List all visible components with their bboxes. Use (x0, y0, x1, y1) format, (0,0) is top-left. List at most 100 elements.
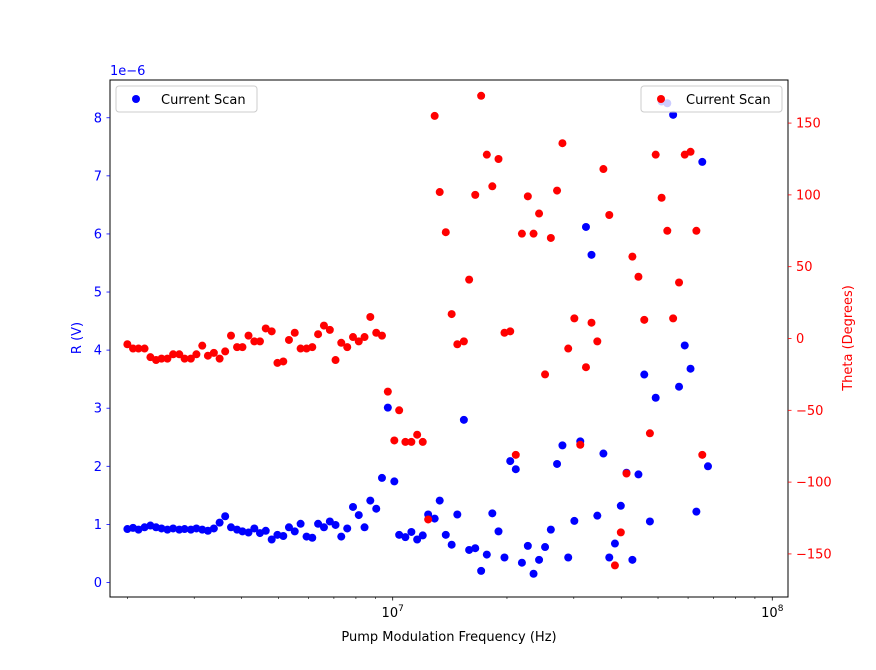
r-data-point (517, 558, 526, 567)
r-data-point (488, 509, 497, 518)
theta-data-point (511, 450, 520, 459)
r-data-point (634, 470, 643, 479)
r-data-point (616, 501, 625, 510)
r-data-point (628, 555, 637, 564)
r-data-point (541, 543, 550, 552)
r-data-point (651, 393, 660, 402)
left-axis-ticks: 0 1 2 3 4 5 6 7 8 (94, 111, 110, 591)
legend-right-label: Current Scan (686, 93, 771, 108)
theta-data-point (553, 186, 562, 195)
r-data-point (284, 523, 293, 532)
r-data-point (383, 403, 392, 412)
theta-data-point (494, 154, 503, 163)
theta-data-point (157, 354, 166, 363)
left-axis-label: R (V) (70, 322, 85, 354)
right-tick-label: 50 (796, 260, 813, 275)
r-data-point (465, 545, 474, 554)
r-data-point (157, 524, 166, 533)
r-data-point (407, 527, 416, 536)
r-data-point (570, 516, 579, 525)
theta-data-point (331, 356, 340, 365)
theta-data-point (198, 341, 207, 350)
theta-data-point (645, 429, 654, 438)
left-axis-offset-multiplier: 1e−6 (110, 64, 145, 79)
theta-data-point (290, 328, 299, 337)
r-data-point (599, 449, 608, 458)
r-data-point (645, 517, 654, 526)
legend-right-box (640, 85, 783, 113)
theta-data-point (267, 327, 276, 336)
right-tick-label: −150 (796, 547, 832, 562)
r-data-point (215, 518, 224, 527)
theta-data-point (308, 343, 317, 352)
r-data-point (558, 441, 567, 450)
r-data-point (319, 523, 328, 532)
r-data-point (209, 524, 218, 533)
theta-data-point (284, 335, 293, 344)
r-data-point (169, 524, 178, 533)
r-data-point (640, 370, 649, 379)
theta-data-point (628, 252, 637, 261)
theta-data-point (261, 324, 270, 333)
r-data-point (308, 533, 317, 542)
theta-data-point (354, 337, 363, 346)
right-axis-label: Theta (Degrees) (841, 285, 856, 392)
theta-data-point (657, 193, 666, 202)
x-tick-label: 108 (761, 604, 784, 621)
x-axis-ticks: 107 108 (127, 597, 784, 621)
theta-data-point (163, 354, 172, 363)
theta-data-point (587, 318, 596, 327)
r-data-point (703, 462, 712, 471)
theta-data-point (477, 91, 486, 100)
theta-data-point (407, 437, 416, 446)
r-data-point (587, 250, 596, 259)
theta-data-point (123, 340, 132, 349)
theta-data-point (506, 327, 515, 336)
r-data-point (343, 524, 352, 533)
theta-data-point (570, 314, 579, 323)
r-data-point (418, 531, 427, 540)
theta-data-point (471, 190, 480, 199)
right-tick-label: 100 (796, 188, 821, 203)
r-data-point (506, 457, 515, 466)
theta-data-point (441, 228, 450, 237)
theta-data-point (669, 314, 678, 323)
theta-data-point (325, 325, 334, 334)
left-tick-label: 8 (94, 111, 102, 126)
r-data-point (669, 110, 678, 119)
theta-data-point (250, 337, 259, 346)
theta-data-point (453, 340, 462, 349)
r-data-point (546, 525, 555, 534)
r-data-point (221, 512, 230, 521)
left-tick-label: 3 (94, 402, 102, 417)
r-data-point (453, 510, 462, 519)
theta-data-point (343, 343, 352, 352)
theta-data-point (279, 357, 288, 366)
r-data-point (441, 530, 450, 539)
r-data-point (349, 502, 357, 511)
theta-data-point (129, 344, 138, 353)
theta-data-point (558, 139, 567, 148)
r-data-point (134, 525, 143, 534)
theta-data-point (383, 387, 392, 396)
theta-data-point (238, 343, 247, 352)
r-data-point (250, 524, 259, 533)
r-data-point (511, 465, 520, 474)
left-tick-label: 6 (94, 227, 102, 242)
theta-data-point (366, 312, 375, 321)
theta-data-point (435, 188, 444, 197)
theta-series (123, 91, 707, 570)
left-tick-label: 7 (94, 169, 102, 184)
theta-data-point (215, 354, 224, 363)
theta-data-point (640, 315, 649, 324)
theta-data-point (564, 344, 573, 353)
theta-data-point (192, 350, 201, 359)
theta-data-point (337, 338, 346, 347)
r-data-point (390, 477, 399, 486)
theta-data-point (180, 354, 189, 363)
theta-data-point (593, 337, 602, 346)
r-data-point (261, 526, 270, 535)
r-data-point (331, 520, 340, 529)
r-data-point (605, 553, 614, 562)
r-data-point (180, 525, 189, 534)
